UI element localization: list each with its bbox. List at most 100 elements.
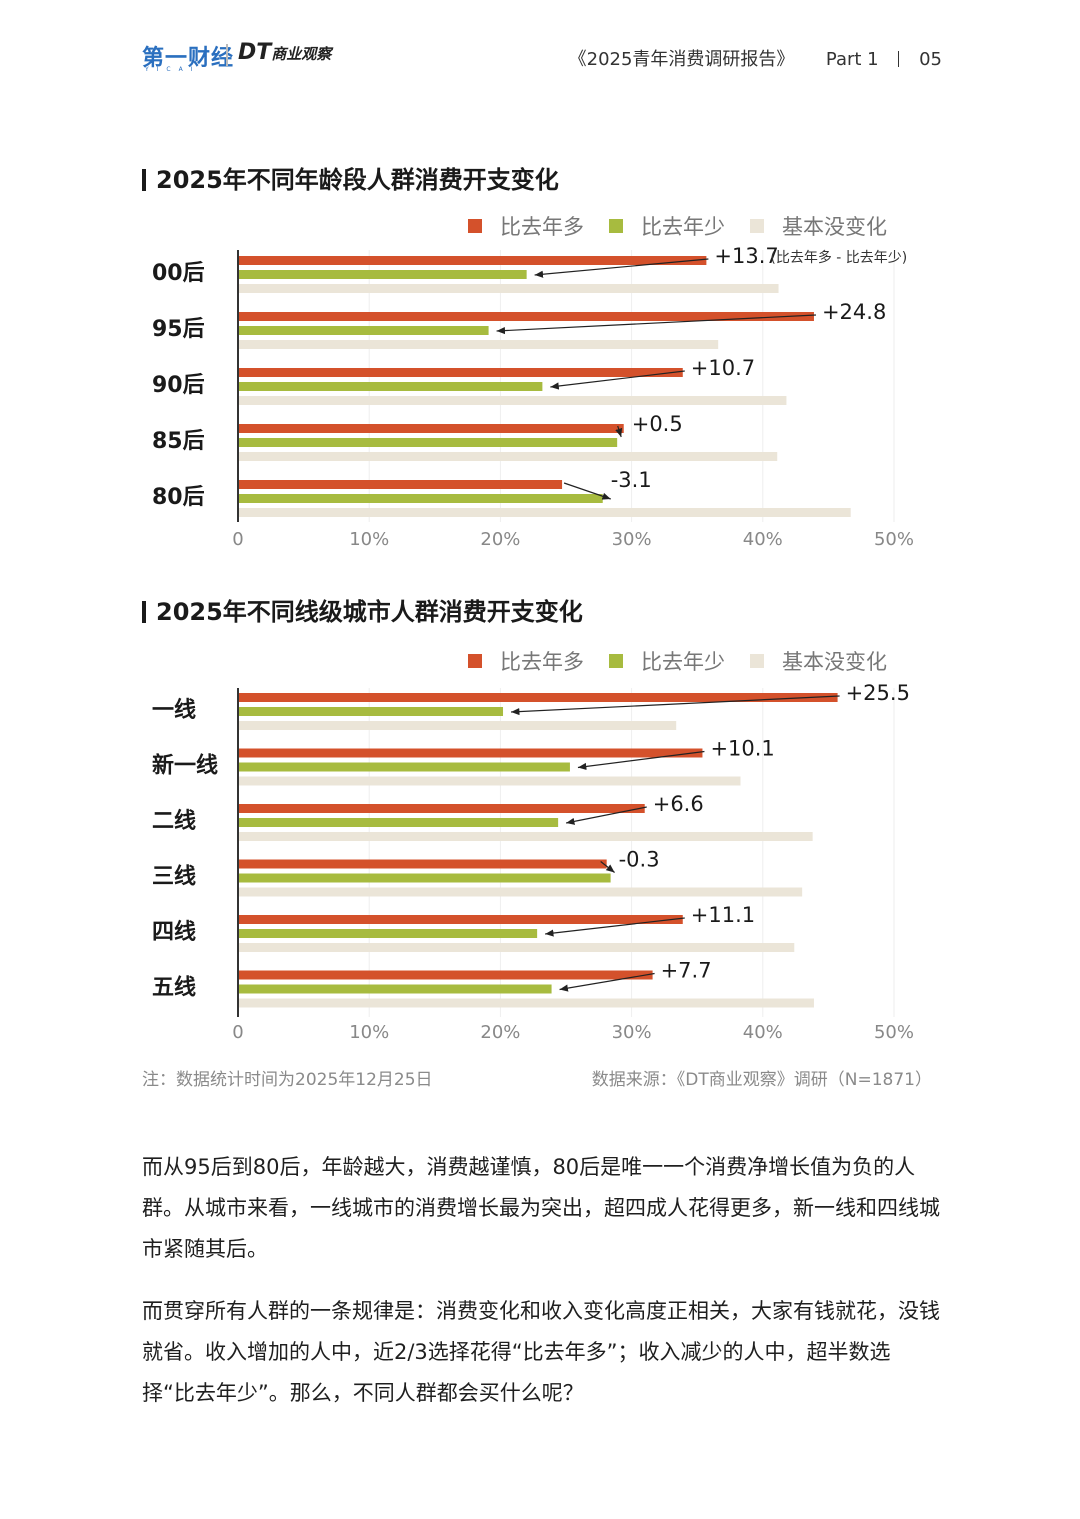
x-tick-label: 50% xyxy=(874,1022,914,1043)
legend-swatch-same xyxy=(750,654,764,668)
legend-label-less: 比去年少 xyxy=(641,215,725,239)
bar-same xyxy=(238,284,779,293)
chart1-title-text: 2025年不同年龄段人群消费开支变化 xyxy=(156,166,559,194)
net-arrow xyxy=(534,258,709,278)
net-label: +13.7 xyxy=(714,244,778,268)
date-note: 注：数据统计时间为2025年12月25日 xyxy=(142,1070,433,1090)
x-tick-label: 20% xyxy=(480,529,520,550)
chart2-title: 2025年不同线级城市人群消费开支变化 xyxy=(142,592,583,627)
x-tick-label: 10% xyxy=(349,1022,389,1043)
bar-less xyxy=(238,382,543,391)
bar-more xyxy=(238,424,624,433)
net-label: +10.7 xyxy=(691,356,755,380)
part-label: Part 1 xyxy=(825,49,879,70)
net-arrow xyxy=(615,425,623,438)
net-arrow xyxy=(577,750,705,771)
x-tick-label: 0 xyxy=(232,1022,243,1043)
net-note: (比去年多 - 比去年少) xyxy=(770,249,907,266)
bar-more xyxy=(238,312,814,321)
legend-label-more: 比去年多 xyxy=(500,650,584,674)
chart1-title: 2025年不同年龄段人群消费开支变化 xyxy=(142,160,559,195)
bar-more xyxy=(238,970,653,980)
title-marker xyxy=(142,601,146,623)
net-arrow xyxy=(550,370,685,390)
bar-same xyxy=(238,776,741,786)
dt-logo: DT商业观察 xyxy=(238,40,331,65)
x-tick-label: 0 xyxy=(232,529,243,550)
bar-same xyxy=(238,943,795,952)
category-label: 85后 xyxy=(152,429,205,454)
page-header: 第一财经 YICAI DT商业观察 《2025青年消费调研报告》 Part 1 … xyxy=(0,0,1080,100)
bar-less xyxy=(238,873,611,883)
chart2-title-text: 2025年不同线级城市人群消费开支变化 xyxy=(156,598,583,626)
net-label: +0.5 xyxy=(632,412,683,436)
net-label: +7.7 xyxy=(661,959,712,983)
x-tick-label: 50% xyxy=(874,529,914,550)
net-arrow xyxy=(600,861,615,873)
report-info: 《2025青年消费调研报告》 Part 1 05 xyxy=(569,45,942,71)
bar-more xyxy=(238,256,707,265)
category-label: 新一线 xyxy=(152,753,218,779)
bar-more xyxy=(238,859,607,869)
yicai-logo-subtext: YICAI xyxy=(145,66,201,73)
x-tick-label: 30% xyxy=(612,1022,652,1043)
bar-more xyxy=(238,693,838,702)
bar-more xyxy=(238,915,683,924)
net-label: +24.8 xyxy=(822,300,886,324)
legend-label-less: 比去年少 xyxy=(641,650,725,674)
legend-label-same: 基本没变化 xyxy=(782,215,887,239)
net-arrow xyxy=(563,482,611,500)
bar-less xyxy=(238,929,538,938)
x-tick-label: 40% xyxy=(743,529,783,550)
bar-less xyxy=(238,984,552,994)
legend-swatch-more xyxy=(468,219,482,233)
net-label: +6.6 xyxy=(653,792,704,816)
net-arrow xyxy=(559,972,655,992)
bar-same xyxy=(238,998,814,1008)
x-tick-label: 40% xyxy=(743,1022,783,1043)
bar-more xyxy=(238,368,683,377)
net-arrow xyxy=(545,917,685,937)
legend-label-same: 基本没变化 xyxy=(782,650,887,674)
paragraph-2: 而贯穿所有人群的一条规律是：消费变化和收入变化高度正相关，大家有钱就花，没钱就省… xyxy=(142,1299,940,1405)
legend-swatch-less xyxy=(609,219,623,233)
category-label: 80后 xyxy=(152,485,205,510)
page-number: 05 xyxy=(919,49,942,70)
net-label: +10.1 xyxy=(710,737,774,761)
bar-less xyxy=(238,762,570,772)
bar-more xyxy=(238,480,563,489)
net-label: +25.5 xyxy=(846,681,910,705)
x-tick-label: 20% xyxy=(480,1022,520,1043)
net-arrow xyxy=(566,806,647,825)
bar-less xyxy=(238,707,504,716)
bar-same xyxy=(238,721,677,730)
legend-swatch-more xyxy=(468,654,482,668)
paragraph-1: 而从95后到80后，年龄越大，消费越谨慎，80后是唯一一个消费净增长值为负的人群… xyxy=(142,1155,940,1261)
legend-swatch-less xyxy=(609,654,623,668)
bar-less xyxy=(238,270,527,279)
category-label: 一线 xyxy=(152,697,196,723)
yicai-logo: 第一财经 xyxy=(142,46,235,71)
category-label: 95后 xyxy=(152,317,205,342)
category-label: 00后 xyxy=(152,261,205,286)
net-arrow xyxy=(496,314,816,335)
dt-logo-text: 商业观察 xyxy=(271,45,332,63)
title-marker xyxy=(142,169,146,191)
age-group-chart: 比去年多 比去年少 基本没变化 00后 +13.7(比去年多 - 比去年少) 95后 +24… xyxy=(152,215,914,550)
net-label: -0.3 xyxy=(619,848,660,872)
logo-divider xyxy=(226,44,228,66)
bar-same xyxy=(238,452,778,461)
header-divider xyxy=(898,51,900,67)
net-label: -3.1 xyxy=(611,468,652,492)
bar-less xyxy=(238,818,559,827)
category-label: 二线 xyxy=(152,808,196,834)
legend-label-more: 比去年多 xyxy=(500,215,584,239)
bar-less xyxy=(238,494,603,503)
bar-same xyxy=(238,887,803,897)
legend-swatch-same xyxy=(750,219,764,233)
category-label: 三线 xyxy=(152,864,196,890)
bar-same xyxy=(238,832,813,841)
category-label: 五线 xyxy=(152,975,196,1001)
bar-less xyxy=(238,326,489,335)
